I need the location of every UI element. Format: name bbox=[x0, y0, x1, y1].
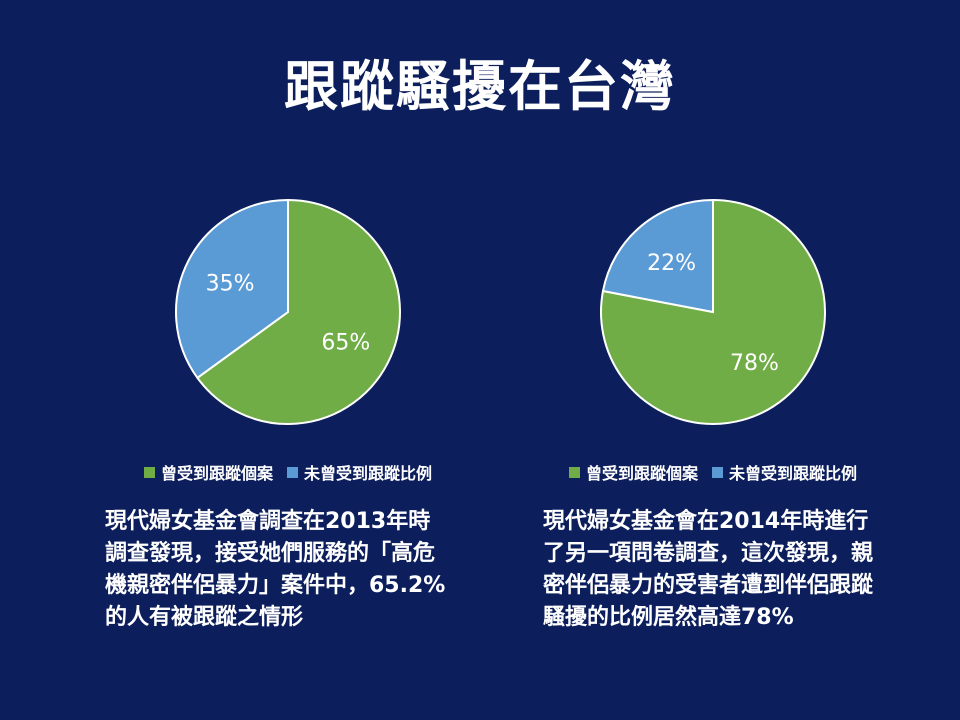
legend-2014: 曾受到跟蹤個案 未曾受到跟蹤比例 bbox=[493, 460, 933, 484]
legend-swatch-green bbox=[568, 466, 580, 478]
pie-svg-2013: 65% 35% bbox=[175, 198, 401, 425]
legend-item-stalked: 曾受到跟蹤個案 bbox=[568, 460, 698, 484]
pie-slice-not-stalked bbox=[175, 198, 289, 380]
pie-slice-label: 78% bbox=[730, 351, 779, 376]
legend-2013: 曾受到跟蹤個案 未曾受到跟蹤比例 bbox=[68, 460, 508, 484]
legend-label-stalked: 曾受到跟蹤個案 bbox=[160, 464, 273, 483]
caption-2013: 現代婦女基金會調查在2013年時調查發現，接受她們服務的「高危機親密伴侶暴力」案… bbox=[105, 509, 446, 630]
pie-slice-not-stalked bbox=[601, 198, 714, 314]
legend-swatch-blue bbox=[712, 466, 723, 478]
legend-item-stalked: 曾受到跟蹤個案 bbox=[143, 460, 273, 484]
pie-svg-2014: 78% 22% bbox=[600, 198, 826, 425]
legend-swatch-blue bbox=[287, 466, 298, 478]
legend-swatch-green bbox=[143, 466, 155, 478]
pie-slice-label: 65% bbox=[321, 330, 370, 355]
legend-label-not-stalked: 未曾受到跟蹤比例 bbox=[729, 464, 858, 483]
pie-slice-label: 22% bbox=[647, 251, 696, 276]
legend-item-not-stalked: 未曾受到跟蹤比例 bbox=[712, 460, 857, 484]
legend-label-stalked: 曾受到跟蹤個案 bbox=[585, 464, 698, 483]
caption-2014: 現代婦女基金會在2014年時進行了另一項問卷調查，這次發現，親密伴侶暴力的受害者… bbox=[543, 509, 874, 630]
legend-label-not-stalked: 未曾受到跟蹤比例 bbox=[304, 464, 433, 483]
pie-slice-label: 35% bbox=[206, 272, 255, 297]
pie-chart-2014: 78% 22% 曾受到跟蹤個案 未曾受到跟蹤比例 bbox=[493, 180, 933, 483]
pie-chart-2013: 65% 35% 曾受到跟蹤個案 未曾受到跟蹤比例 bbox=[68, 180, 508, 483]
legend-item-not-stalked: 未曾受到跟蹤比例 bbox=[287, 460, 432, 484]
pie-slice-stalked bbox=[195, 198, 401, 425]
slide-title: 跟蹤騷擾在台灣 bbox=[284, 55, 676, 118]
